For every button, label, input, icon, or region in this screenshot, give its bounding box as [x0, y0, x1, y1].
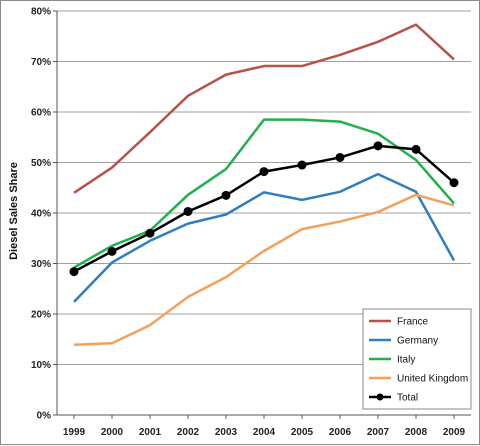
data-point-total — [373, 141, 383, 151]
data-series — [69, 23, 459, 347]
x-tick-label: 2000 — [101, 427, 124, 438]
series-line-france — [73, 23, 455, 194]
x-tick-labels: 1999 2000 2001 2002 2003 2004 2005 2006 2007 2008… — [63, 427, 466, 438]
y-tick-label: 50% — [31, 158, 51, 169]
legend-label-france: France — [397, 317, 429, 328]
legend-label-united-kingdom: United Kingdom — [397, 374, 468, 385]
legend: France Germany Italy United Kingdom Total — [362, 308, 472, 410]
x-tick-label: 2003 — [215, 427, 238, 438]
x-tick-label: 2006 — [329, 427, 352, 438]
data-point-total — [335, 152, 345, 162]
x-tick-label: 2001 — [139, 427, 162, 438]
data-point-total — [221, 190, 231, 200]
x-tick-label: 2007 — [367, 427, 390, 438]
data-point-total — [259, 167, 269, 177]
data-point-total — [69, 267, 79, 277]
y-tick-label: 80% — [31, 7, 51, 18]
x-tick-label: 2005 — [291, 427, 314, 438]
series-line-italy — [73, 118, 455, 269]
y-tick-labels: 0% 10% 20% 30% 40% 50% 60% 70% 80% — [31, 7, 51, 422]
x-tick-label: 2004 — [253, 427, 276, 438]
data-point-total — [107, 246, 117, 256]
legend-label-total: Total — [397, 393, 418, 404]
legend-marker-total — [376, 393, 384, 401]
data-point-total — [449, 178, 459, 188]
grid-lines — [53, 10, 471, 416]
series-line-germany — [73, 172, 456, 303]
data-point-total — [183, 206, 193, 216]
y-tick-label: 40% — [31, 209, 51, 220]
x-tick-label: 1999 — [63, 427, 86, 438]
y-tick-label: 0% — [37, 411, 52, 422]
y-tick-label: 70% — [31, 57, 51, 68]
y-tick-label: 30% — [31, 259, 51, 270]
y-tick-label: 20% — [31, 310, 51, 321]
x-tick-label: 2002 — [177, 427, 200, 438]
series-line-united-kingdom — [73, 193, 455, 347]
axes — [56, 11, 471, 419]
data-point-total — [145, 228, 155, 238]
data-point-total — [411, 144, 421, 154]
x-tick-label: 2009 — [443, 427, 466, 438]
x-tick-label: 2008 — [405, 427, 428, 438]
data-point-total — [297, 160, 307, 170]
legend-label-italy: Italy — [397, 355, 415, 366]
legend-label-germany: Germany — [397, 336, 438, 347]
y-axis-label: Diesel Sales Share — [8, 162, 20, 260]
y-tick-label: 60% — [31, 108, 51, 119]
y-tick-label: 10% — [31, 360, 51, 371]
